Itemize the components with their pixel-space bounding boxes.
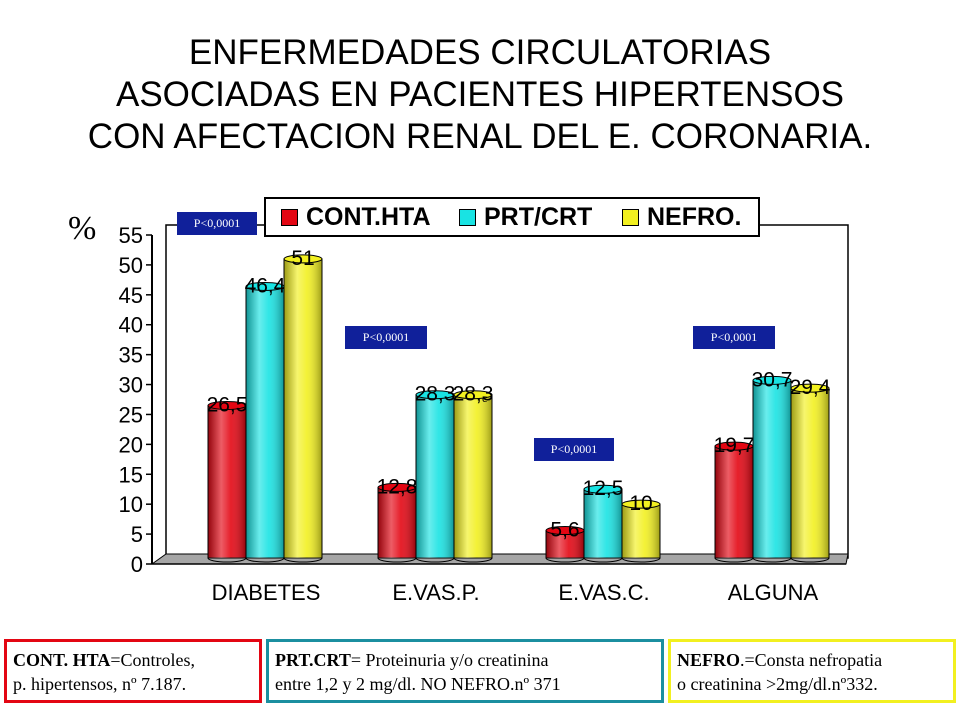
legend-label-nefro: NEFRO.	[647, 202, 742, 231]
bar-conthta-evasp-shade	[378, 487, 416, 558]
title-line-3: CON AFECTACION RENAL DEL E. CORONARIA.	[87, 117, 873, 156]
legend: CONT.HTA PRT/CRT NEFRO.	[264, 197, 760, 237]
data-label-bar-prtcrt-evasp: 28,3	[415, 383, 456, 406]
data-label-bar-prtcrt-alguna: 30,7	[752, 368, 793, 391]
data-label-bar-nefro-evasc: 10	[629, 492, 652, 515]
y-tick-label-0: 0	[131, 552, 143, 577]
bar-nefro-diabetes-bottom	[283, 557, 323, 563]
legend-swatch-cont-hta	[281, 208, 298, 226]
bar-conthta-alguna-shade	[715, 446, 753, 558]
bar-prtcrt-diabetes-shade	[246, 286, 284, 558]
legend-item-cont-hta: CONT.HTA	[281, 199, 431, 235]
data-label-bar-conthta-evasc: 5,6	[550, 519, 579, 542]
bar-conthta-evasc-bottom	[545, 557, 585, 563]
bar-conthta-diabetes-shade	[208, 405, 246, 558]
x-tick-label-evasc: E.VAS.C.	[558, 580, 649, 605]
legend-item-prt-crt: PRT/CRT	[459, 199, 592, 235]
legend-label-prt-crt: PRT/CRT	[484, 202, 593, 231]
bar-conthta-diabetes-bottom	[207, 557, 247, 563]
stray-mark: c	[482, 391, 487, 405]
data-label-bar-nefro-alguna: 29,4	[790, 376, 831, 399]
legend-label-cont-hta: CONT.HTA	[306, 202, 431, 231]
note-line2-nefro: o creatinina >2mg/dl.nº332.	[677, 674, 878, 694]
bar-nefro-alguna-top	[790, 383, 830, 393]
legend-swatch-nefro	[622, 208, 639, 226]
p-value-diabetes: P<0,0001	[177, 212, 257, 235]
p-value-evasp: P<0,0001	[345, 326, 427, 349]
note-term-nefro: NEFRO	[677, 650, 740, 670]
bar-nefro-evasc-bottom	[621, 557, 661, 563]
bar-conthta-evasc-shade	[546, 530, 584, 558]
title-line-2: ASOCIADAS EN PACIENTES HIPERTENSOS	[115, 75, 845, 114]
note-nefro: NEFRO.=Consta nefropatia o creatinina >2…	[668, 639, 956, 703]
data-label-bar-conthta-diabetes: 26,5	[207, 393, 248, 416]
bar-nefro-evasc-top	[621, 499, 661, 509]
legend-item-nefro: NEFRO.	[622, 199, 741, 235]
bar-nefro-alguna-bottom	[790, 557, 830, 563]
note-line2-cont-hta: p. hipertensos, nº 7.187.	[13, 674, 187, 694]
x-tick-label-evasp: E.VAS.P.	[392, 580, 479, 605]
note-text-prt-crt: = Proteinuria y/o creatinina	[350, 650, 549, 670]
y-tick-label-45: 45	[119, 283, 143, 308]
y-tick-label-40: 40	[119, 313, 143, 338]
note-cont-hta: CONT. HTA=Controles, p. hipertensos, nº …	[4, 639, 262, 703]
bar-nefro-evasp-bottom	[453, 557, 493, 563]
note-line2-prt-crt: entre 1,2 y 2 mg/dl. NO NEFRO.nº 371	[275, 674, 561, 694]
bar-prtcrt-alguna-bottom	[752, 557, 792, 563]
bar-prtcrt-evasp-bottom	[415, 557, 455, 563]
bar-prtcrt-evasc-bottom	[583, 557, 623, 563]
bar-nefro-evasp-shade	[454, 394, 492, 558]
data-label-bar-prtcrt-evasc: 12,5	[583, 477, 624, 500]
y-tick-label-15: 15	[119, 462, 143, 487]
note-text-cont-hta: =Controles,	[110, 650, 195, 670]
y-tick-label-25: 25	[119, 402, 143, 427]
bar-nefro-alguna-shade	[791, 388, 829, 558]
bar-conthta-evasp-bottom	[377, 557, 417, 563]
note-text-nefro: .=Consta nefropatia	[740, 650, 883, 670]
data-label-bar-conthta-evasp: 12,8	[377, 475, 418, 498]
bar-nefro-diabetes-top	[283, 254, 323, 264]
y-axis-label: %	[68, 210, 97, 247]
bar-prtcrt-evasp-shade	[416, 394, 454, 558]
y-tick-label-50: 50	[119, 253, 143, 278]
bar-prtcrt-diabetes-bottom	[245, 557, 285, 563]
bar-conthta-alguna-bottom	[714, 557, 754, 563]
title-line-1: ENFERMEDADES CIRCULATORIAS	[188, 33, 772, 72]
x-tick-label-diabetes: DIABETES	[212, 580, 321, 605]
y-tick-label-55: 55	[119, 223, 143, 248]
data-label-bar-nefro-diabetes: 51	[291, 247, 314, 270]
data-label-bar-nefro-evasp: 28,3	[453, 383, 494, 406]
bar-prtcrt-alguna-top	[752, 375, 792, 385]
bar-prtcrt-evasc-shade	[584, 489, 622, 558]
y-tick-label-20: 20	[119, 432, 143, 457]
data-label-bar-prtcrt-diabetes: 46,4	[245, 274, 286, 297]
y-tick-label-35: 35	[119, 343, 143, 368]
x-tick-label-alguna: ALGUNA	[728, 580, 819, 605]
legend-swatch-prt-crt	[459, 208, 476, 226]
data-label-bar-conthta-alguna: 19,7	[714, 434, 755, 457]
bar-prtcrt-evasc-top	[583, 484, 623, 494]
bar-nefro-evasp-top	[453, 390, 493, 400]
y-tick-label-30: 30	[119, 373, 143, 398]
p-value-alguna: P<0,0001	[693, 326, 775, 349]
p-value-evasc: P<0,0001	[534, 438, 614, 461]
note-term-cont-hta: CONT. HTA	[13, 650, 111, 670]
bar-nefro-diabetes-shade	[284, 258, 322, 558]
y-tick-label-5: 5	[131, 522, 143, 547]
note-term-prt-crt: PRT.CRT	[275, 650, 351, 670]
bar-nefro-evasc-shade	[622, 504, 660, 558]
note-prt-crt: PRT.CRT= Proteinuria y/o creatinina entr…	[266, 639, 664, 703]
bar-prtcrt-alguna-shade	[753, 380, 791, 558]
chart-title: ENFERMEDADES CIRCULATORIAS ASOCIADAS EN …	[0, 32, 960, 158]
y-tick-label-10: 10	[119, 492, 143, 517]
